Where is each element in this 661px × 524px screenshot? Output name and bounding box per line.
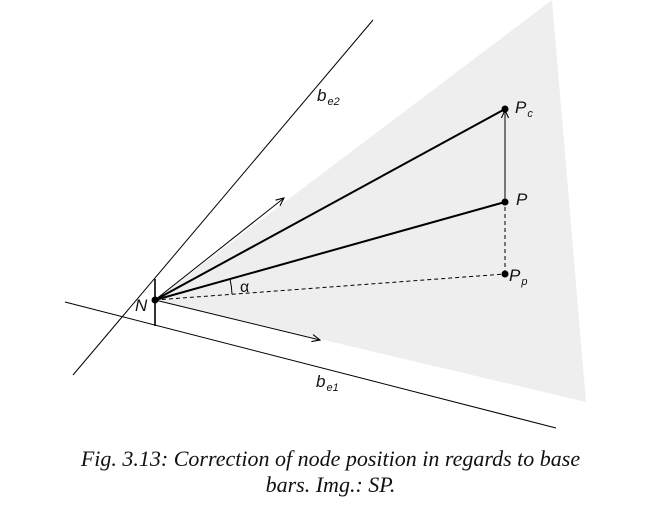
label-pp-main: P <box>509 266 521 285</box>
figure-caption: Fig. 3.13: Correction of node position i… <box>0 446 661 498</box>
caption-line-1: Fig. 3.13: Correction of node position i… <box>80 446 581 471</box>
point-p <box>501 198 509 206</box>
label-n: N <box>135 296 148 315</box>
node-point-n <box>151 296 159 304</box>
vector-e2-arrow <box>154 198 284 301</box>
base-bar-e1-line <box>64 301 557 429</box>
line-n-pc <box>154 108 506 301</box>
angle-arc <box>229 278 233 295</box>
label-pp-sub: p <box>520 276 527 288</box>
label-pc-sub: c <box>527 108 533 120</box>
base-bar-e2-line <box>72 19 374 376</box>
label-be2-main: b <box>317 86 326 105</box>
label-pp: Pp <box>509 266 527 288</box>
point-pp <box>501 270 509 278</box>
label-pc: Pc <box>515 98 533 120</box>
shaded-region <box>155 0 586 402</box>
label-p: P <box>516 190 528 209</box>
line-n-p <box>154 201 506 301</box>
caption-line-2: bars. Img.: SP. <box>265 472 396 497</box>
label-be1-main: b <box>316 372 325 391</box>
point-pc <box>501 105 509 113</box>
diagram: N P Pc Pp be2 be1 α <box>64 0 586 429</box>
label-be2: be2 <box>317 86 340 108</box>
label-pc-main: P <box>515 98 527 117</box>
vector-e1-arrow <box>154 299 320 340</box>
label-be1: be1 <box>316 372 339 394</box>
line-n-pp <box>154 273 506 301</box>
label-be1-sub: e1 <box>326 382 338 394</box>
label-be2-sub: e2 <box>327 96 339 108</box>
label-alpha: α <box>240 279 249 296</box>
